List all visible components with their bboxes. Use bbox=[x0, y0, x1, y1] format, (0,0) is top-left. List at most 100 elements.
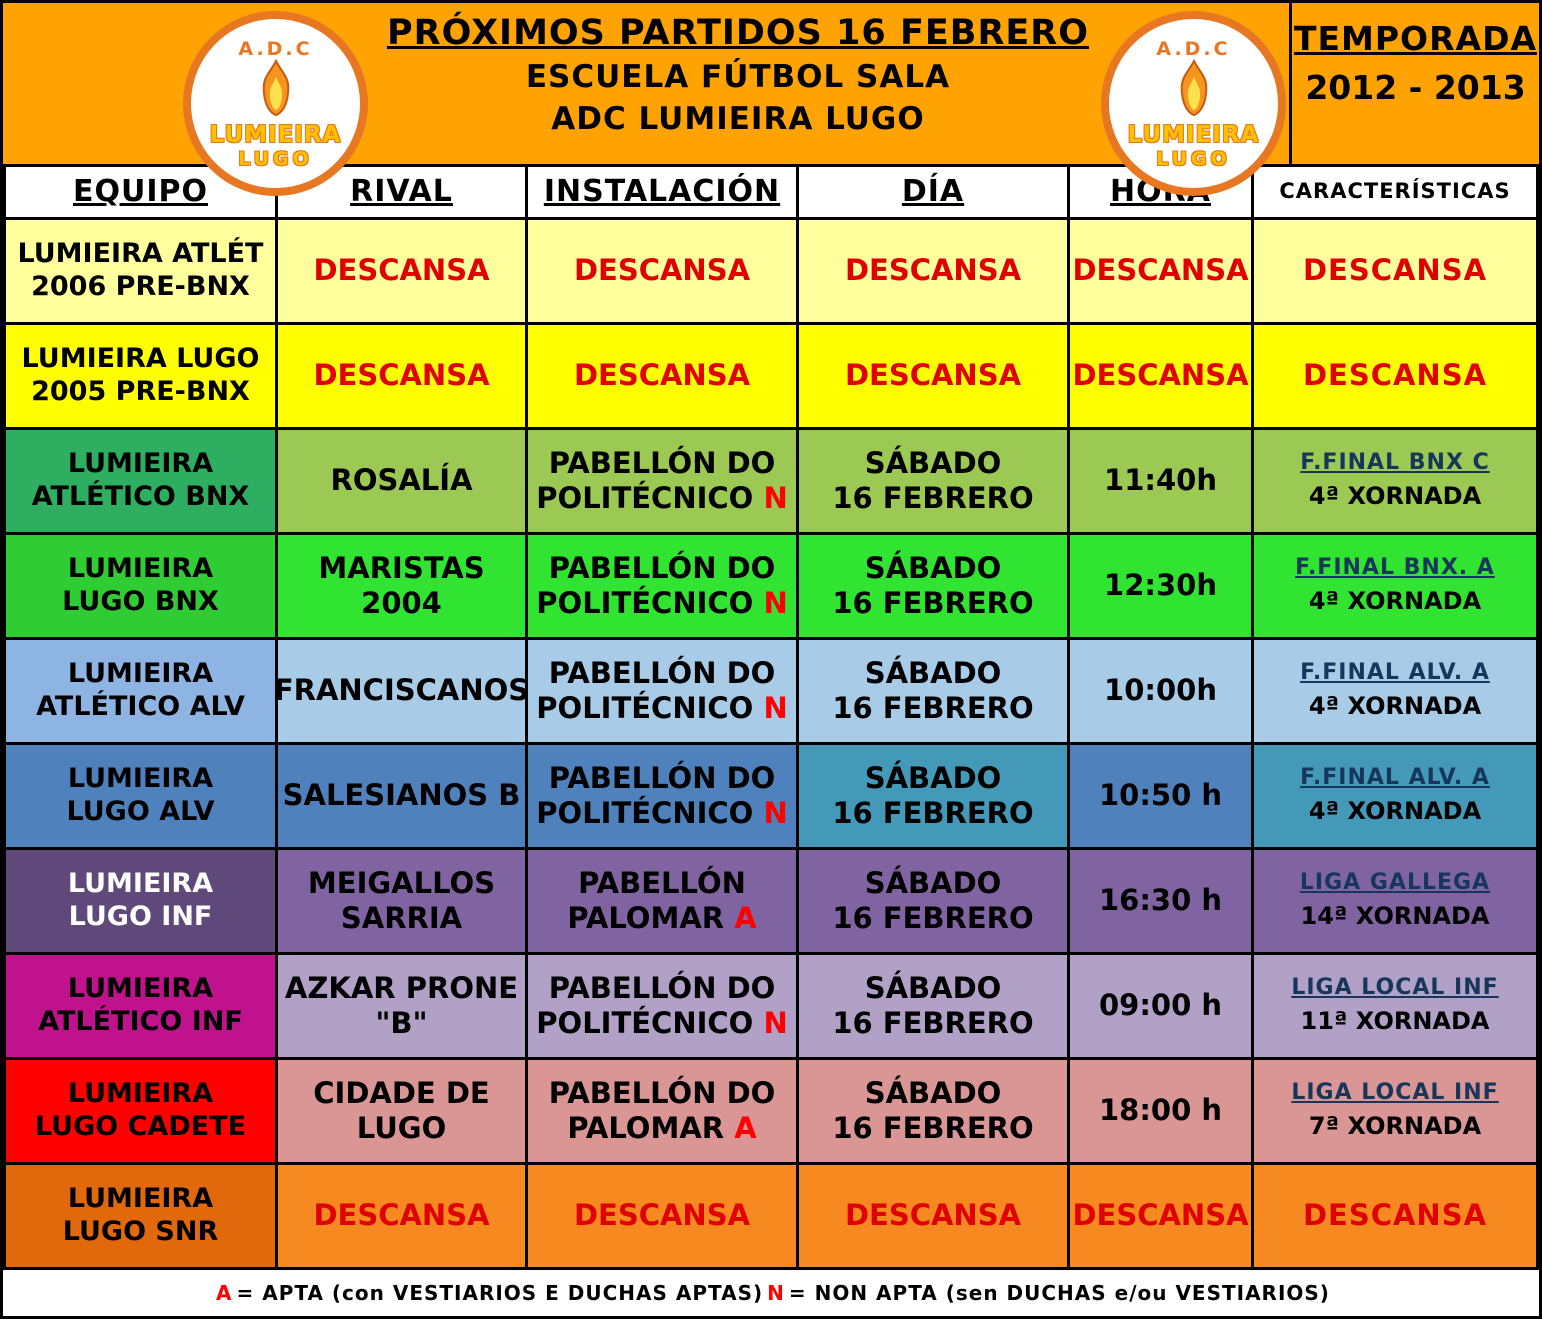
caracteristicas-cell: F.FINAL ALV. A 4ª XORNADA bbox=[1254, 640, 1536, 742]
season-years: 2012 - 2013 bbox=[1305, 68, 1526, 107]
instalacion-cell: PABELLÓN DO POLITÉCNICO N bbox=[528, 745, 796, 847]
caract-jornada: 4ª XORNADA bbox=[1308, 482, 1482, 511]
team-cell: LUMIEIRA LUGO BNX bbox=[6, 535, 275, 637]
caract-jornada: 14ª XORNADA bbox=[1300, 902, 1490, 931]
rival-cell: SALESIANOS B bbox=[278, 745, 525, 847]
caract-competition: LIGA LOCAL INF bbox=[1291, 975, 1499, 1001]
column-header-caracteristicas: CARACTERÍSTICAS bbox=[1254, 167, 1536, 217]
caract-competition: DESCANSA bbox=[1302, 358, 1488, 393]
caracteristicas-cell: F.FINAL ALV. A 4ª XORNADA bbox=[1254, 745, 1536, 847]
instalacion-cell: PABELLÓN DO POLITÉCNICO N bbox=[528, 955, 796, 1057]
legend-bar: A = APTA (con VESTIARIOS E DUCHAS APTAS)… bbox=[3, 1270, 1539, 1316]
logo-city-name: LUGO bbox=[238, 147, 313, 170]
flame-icon bbox=[253, 58, 299, 122]
hora-cell: 09:00 h bbox=[1070, 955, 1251, 1057]
hora-cell: 10:50 h bbox=[1070, 745, 1251, 847]
rival-cell: AZKAR PRONE "B" bbox=[278, 955, 525, 1057]
team-cell: LUMIEIRA ATLÉTICO ALV bbox=[6, 640, 275, 742]
header-banner: A.D.C LUMIEIRA LUGO PRÓXIMOS PARTIDOS 16… bbox=[3, 3, 1539, 196]
matches-grid: EQUIPO RIVAL INSTALACIÓN DÍA HORA CARACT… bbox=[3, 164, 1539, 1270]
flame-icon bbox=[1171, 58, 1217, 122]
instalacion-cell: DESCANSA bbox=[528, 220, 796, 322]
caract-jornada: 11ª XORNADA bbox=[1300, 1007, 1490, 1036]
dia-cell: DESCANSA bbox=[799, 325, 1067, 427]
caract-competition: LIGA GALLEGA bbox=[1299, 870, 1491, 896]
caracteristicas-cell: LIGA LOCAL INF 11ª XORNADA bbox=[1254, 955, 1536, 1057]
facility-flag: N bbox=[763, 691, 788, 725]
instalacion-cell: DESCANSA bbox=[528, 325, 796, 427]
hora-cell: DESCANSA bbox=[1070, 220, 1251, 322]
team-cell: LUMIEIRA ATLÉTICO BNX bbox=[6, 430, 275, 532]
facility-flag: A bbox=[734, 901, 757, 935]
instalacion-cell: PABELLÓN DO POLITÉCNICO N bbox=[528, 535, 796, 637]
caract-jornada: 4ª XORNADA bbox=[1308, 692, 1482, 721]
club-logo-right: A.D.C LUMIEIRA LUGO bbox=[1101, 11, 1286, 196]
hora-cell: 16:30 h bbox=[1070, 850, 1251, 952]
caracteristicas-cell: F.FINAL BNX. A 4ª XORNADA bbox=[1254, 535, 1536, 637]
facility-flag: A bbox=[734, 1111, 757, 1145]
hora-cell: 12:30h bbox=[1070, 535, 1251, 637]
logo-city-name: LUGO bbox=[1156, 147, 1231, 170]
caract-competition: F.FINAL BNX. A bbox=[1295, 555, 1495, 581]
rival-cell: ROSALÍA bbox=[278, 430, 525, 532]
rival-cell: DESCANSA bbox=[278, 1165, 525, 1267]
caract-jornada: 7ª XORNADA bbox=[1308, 1112, 1482, 1141]
dia-cell: SÁBADO 16 FEBRERO bbox=[799, 850, 1067, 952]
facility-flag: N bbox=[763, 796, 788, 830]
dia-cell: SÁBADO 16 FEBRERO bbox=[799, 430, 1067, 532]
legend-nonapta-flag: N bbox=[767, 1281, 785, 1305]
subtitle-school: ESCUELA FÚTBOL SALA bbox=[525, 59, 951, 95]
team-cell: LUMIEIRA LUGO 2005 PRE-BNX bbox=[6, 325, 275, 427]
dia-cell: SÁBADO 16 FEBRERO bbox=[799, 955, 1067, 1057]
instalacion-cell: PABELLÓN DO POLITÉCNICO N bbox=[528, 430, 796, 532]
hora-cell: DESCANSA bbox=[1070, 325, 1251, 427]
season-label: TEMPORADA bbox=[1293, 19, 1537, 58]
rival-cell: MARISTAS 2004 bbox=[278, 535, 525, 637]
club-logo-left: A.D.C LUMIEIRA LUGO bbox=[183, 11, 368, 196]
caract-competition: F.FINAL ALV. A bbox=[1300, 660, 1490, 686]
logo-club-name: LUMIEIRA bbox=[209, 121, 342, 148]
team-cell: LUMIEIRA LUGO SNR bbox=[6, 1165, 275, 1267]
column-header-instalacion: INSTALACIÓN bbox=[528, 167, 796, 217]
legend-apta-text: = APTA (con VESTIARIOS E DUCHAS APTAS) bbox=[236, 1281, 764, 1305]
column-header-dia: DÍA bbox=[799, 167, 1067, 217]
facility-flag: N bbox=[763, 1006, 788, 1040]
dia-cell: DESCANSA bbox=[799, 1165, 1067, 1267]
rival-cell: CIDADE DE LUGO bbox=[278, 1060, 525, 1162]
caracteristicas-cell: F.FINAL BNX C 4ª XORNADA bbox=[1254, 430, 1536, 532]
team-cell: LUMIEIRA LUGO CADETE bbox=[6, 1060, 275, 1162]
rival-cell: FRANCISCANOS bbox=[278, 640, 525, 742]
instalacion-cell: PABELLÓN DO PALOMAR A bbox=[528, 1060, 796, 1162]
team-cell: LUMIEIRA ATLÉT 2006 PRE-BNX bbox=[6, 220, 275, 322]
caracteristicas-cell: LIGA GALLEGA 14ª XORNADA bbox=[1254, 850, 1536, 952]
rival-cell: DESCANSA bbox=[278, 325, 525, 427]
instalacion-cell: PABELLÓN DO POLITÉCNICO N bbox=[528, 640, 796, 742]
caracteristicas-cell: LIGA LOCAL INF 7ª XORNADA bbox=[1254, 1060, 1536, 1162]
instalacion-cell: PABELLÓN PALOMAR A bbox=[528, 850, 796, 952]
dia-cell: SÁBADO 16 FEBRERO bbox=[799, 745, 1067, 847]
team-cell: LUMIEIRA LUGO ALV bbox=[6, 745, 275, 847]
team-cell: LUMIEIRA ATLÉTICO INF bbox=[6, 955, 275, 1057]
hora-cell: 11:40h bbox=[1070, 430, 1251, 532]
caracteristicas-cell: DESCANSA bbox=[1254, 325, 1536, 427]
hora-cell: DESCANSA bbox=[1070, 1165, 1251, 1267]
caract-jornada: 4ª XORNADA bbox=[1308, 587, 1482, 616]
hora-cell: 18:00 h bbox=[1070, 1060, 1251, 1162]
rival-cell: DESCANSA bbox=[278, 220, 525, 322]
dia-cell: SÁBADO 16 FEBRERO bbox=[799, 640, 1067, 742]
legend-nonapta-text: = NON APTA (sen DUCHAS e/ou VESTIARIOS) bbox=[788, 1281, 1330, 1305]
caract-competition: DESCANSA bbox=[1302, 253, 1488, 288]
caracteristicas-cell: DESCANSA bbox=[1254, 1165, 1536, 1267]
dia-cell: DESCANSA bbox=[799, 220, 1067, 322]
hora-cell: 10:00h bbox=[1070, 640, 1251, 742]
main-title: PRÓXIMOS PARTIDOS 16 FEBRERO bbox=[386, 13, 1090, 53]
header-titles: PRÓXIMOS PARTIDOS 16 FEBRERO ESCUELA FÚT… bbox=[368, 13, 1108, 137]
caracteristicas-cell: DESCANSA bbox=[1254, 220, 1536, 322]
legend-apta-flag: A bbox=[216, 1281, 233, 1305]
team-cell: LUMIEIRA LUGO INF bbox=[6, 850, 275, 952]
instalacion-cell: DESCANSA bbox=[528, 1165, 796, 1267]
rival-cell: MEIGALLOS SARRIA bbox=[278, 850, 525, 952]
facility-flag: N bbox=[763, 481, 788, 515]
caract-jornada: 4ª XORNADA bbox=[1308, 797, 1482, 826]
